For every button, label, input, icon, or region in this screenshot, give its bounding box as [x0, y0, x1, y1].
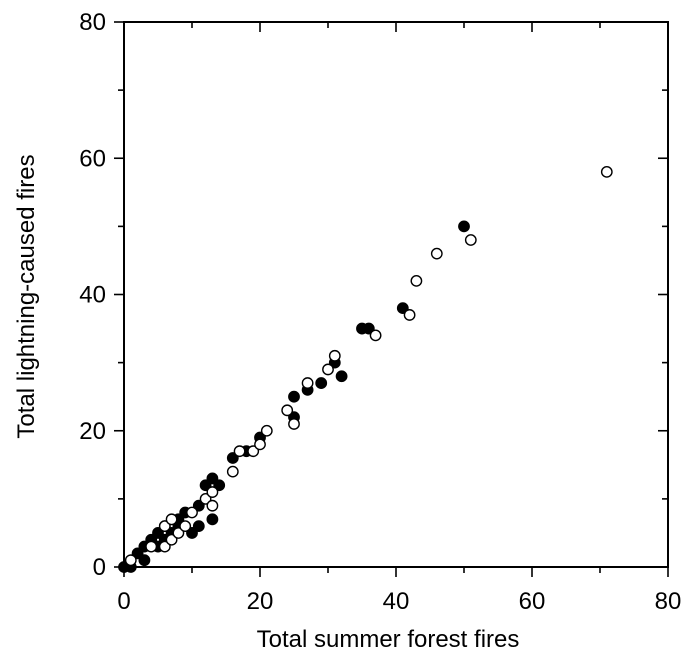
data-point-filled	[186, 527, 198, 539]
data-point-open	[179, 520, 192, 533]
y-tick-label: 0	[93, 554, 106, 581]
y-tick-label: 60	[79, 145, 106, 172]
data-point-filled	[192, 499, 205, 512]
data-point-open	[158, 540, 171, 553]
data-point-open	[260, 424, 273, 437]
data-point-filled	[226, 452, 239, 464]
data-point-open	[186, 506, 198, 519]
data-point-open	[124, 554, 137, 567]
data-point-open	[206, 486, 219, 498]
y-tick-label: 20	[79, 418, 106, 445]
x-axis-title: Total summer forest fires	[257, 626, 520, 653]
data-point-open	[464, 234, 477, 246]
data-point-filled	[138, 554, 151, 567]
data-point-filled	[152, 527, 164, 539]
data-point-open	[301, 377, 314, 389]
data-point-open	[172, 527, 185, 539]
data-point-filled	[206, 472, 219, 485]
data-point-open	[410, 274, 423, 287]
data-point-open	[165, 533, 178, 546]
x-tick-label: 80	[655, 588, 682, 615]
ticks-layer	[114, 21, 669, 577]
data-point-open	[403, 309, 416, 321]
y-tick-label: 40	[79, 282, 106, 309]
data-point-open	[233, 445, 246, 458]
data-point-open	[430, 247, 443, 260]
labels-layer: 0 20 40 60 80 0 20 40 60 80	[79, 9, 681, 615]
data-point-filled	[458, 220, 470, 233]
data-point-filled	[192, 520, 205, 533]
points-layer	[118, 165, 613, 573]
x-tick-label: 20	[247, 588, 274, 615]
data-point-filled	[396, 302, 409, 315]
data-point-open	[199, 492, 212, 505]
data-point-open	[254, 438, 266, 451]
data-point-open	[322, 363, 334, 376]
data-point-filled	[362, 322, 375, 335]
data-point-open	[158, 520, 171, 533]
data-point-open	[247, 445, 260, 458]
data-point-filled	[206, 513, 219, 526]
y-tick-label: 80	[79, 9, 106, 36]
data-point-open	[281, 404, 294, 417]
data-point-open	[600, 165, 613, 178]
data-point-open	[206, 499, 219, 512]
y-axis-title: Total lightning-caused fires	[13, 154, 40, 438]
x-tick-label: 0	[117, 588, 130, 615]
x-tick-label: 40	[383, 588, 410, 615]
plot-frame	[123, 21, 669, 568]
data-point-filled	[131, 547, 144, 560]
data-point-filled	[213, 479, 226, 492]
data-point-open	[328, 349, 341, 362]
x-tick-label: 60	[519, 588, 546, 615]
data-point-open	[369, 329, 382, 342]
data-point-filled	[199, 479, 212, 492]
data-point-filled	[315, 377, 328, 389]
data-point-open	[288, 418, 300, 430]
data-point-filled	[335, 370, 348, 383]
data-point-open	[165, 513, 178, 526]
data-point-open	[226, 465, 239, 478]
data-point-open	[145, 540, 158, 553]
data-point-filled	[288, 390, 300, 403]
